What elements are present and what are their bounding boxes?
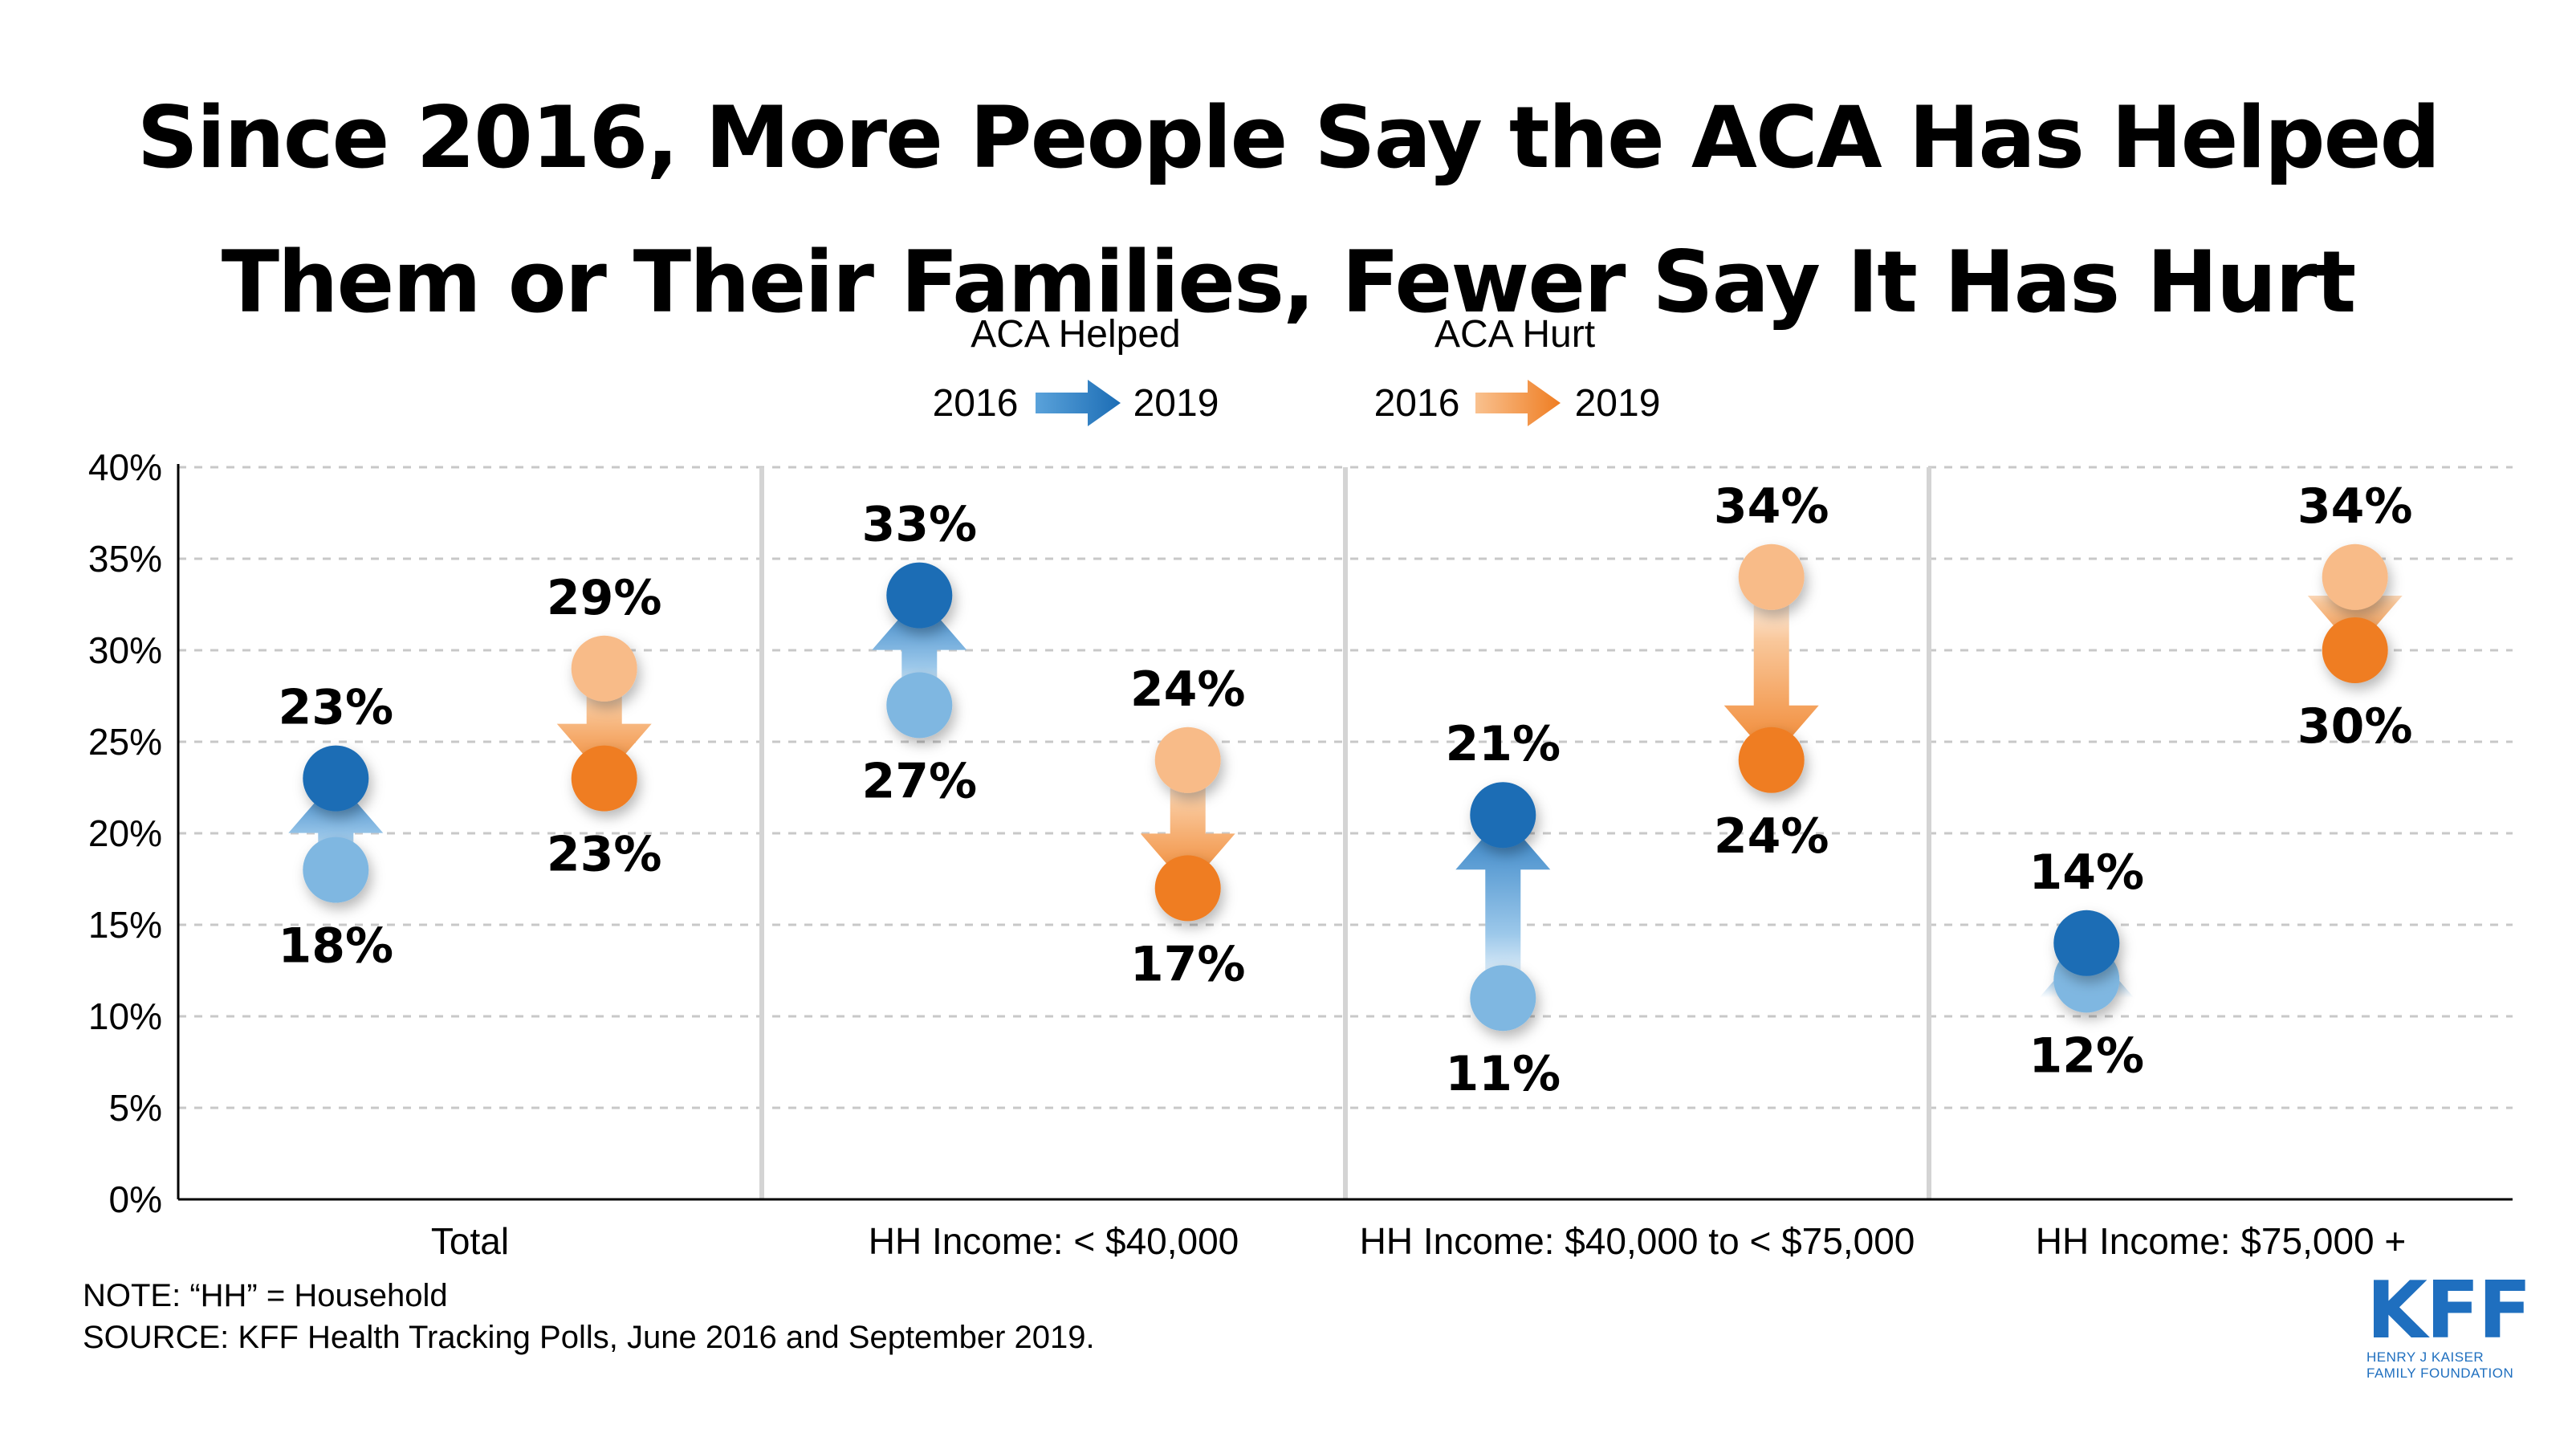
legend-hurt-from-year: 2016 [1374,382,1460,425]
point-2019 [1738,727,1805,793]
x-category-label: HH Income: $40,000 to < $75,000 [1360,1220,1915,1262]
point-2019 [2322,617,2388,683]
point-2019 [571,745,637,812]
change-arrow [288,778,384,870]
point-2019 [2053,910,2120,976]
value-label: 27% [861,753,977,809]
source-text: SOURCE: KFF Health Tracking Polls, June … [83,1320,1095,1355]
chart-title-line-1: Since 2016, More People Say the ACA Has … [136,88,2441,187]
value-label: 34% [1714,478,1829,535]
y-tick-label: 20% [88,812,162,854]
legend: ACA Helped 2016 2019 ACA Hurt 2016 2019 [933,313,1661,426]
series-1-category-0: 29% 23% [547,570,662,883]
legend-helped-to-year: 2019 [1133,382,1219,425]
axes [177,464,2513,1201]
value-label: 24% [1714,808,1829,865]
x-category-label: Total [431,1220,509,1262]
x-category-label: HH Income: $75,000 + [2036,1220,2407,1262]
y-axis-ticks: 0% 5% 10% 15% 20% 25% 30% 35% 40% [88,446,162,1220]
value-label: 12% [2029,1028,2144,1084]
value-label: 17% [1130,936,1246,992]
change-arrow [872,595,967,706]
y-tick-label: 0% [109,1178,162,1220]
note-text: NOTE: “HH” = Household [83,1278,448,1313]
point-2019 [303,745,369,812]
y-tick-label: 15% [88,904,162,946]
value-label: 23% [547,827,662,883]
series-1-category-3: 34% 30% [2297,478,2413,755]
series-1-category-1: 24% 17% [1130,661,1246,993]
point-2019 [1470,782,1536,849]
point-2019 [886,562,953,629]
legend-helped-label: ACA Helped [971,313,1181,356]
series-0-category-1: 33% 27% [861,497,977,810]
series-0-category-2: 21% 11% [1445,716,1561,1102]
change-arrow [556,668,652,779]
value-label: 24% [1130,661,1246,718]
category-labels: Total HH Income: < $40,000 HH Income: $40,… [431,1220,2406,1262]
series-0-category-3: 14% 12% [2029,845,2144,1085]
point-2016 [1470,965,1536,1032]
value-label: 29% [547,570,662,626]
value-label: 30% [2297,698,2413,755]
point-2016 [571,635,637,702]
data-marks: 23%18%29%23%33%27%24%17%21%11%34%24%14%1… [278,478,2412,1102]
value-label: 23% [278,680,393,736]
legend-hurt-label: ACA Hurt [1435,313,1595,356]
chart-title-line-2: Them or Their Families, Fewer Say It Has… [221,233,2357,332]
y-tick-label: 25% [88,721,162,763]
y-tick-label: 40% [88,446,162,488]
value-label: 14% [2029,845,2144,901]
point-2016 [886,672,953,739]
series-0-category-0: 23% 18% [278,680,393,975]
y-tick-label: 35% [88,538,162,580]
y-tick-label: 10% [88,995,162,1037]
panel-dividers [759,467,1931,1199]
change-arrow [2307,576,2403,650]
logo-wordmark: KFF [2366,1265,2532,1357]
value-label: 21% [1445,716,1561,772]
logo-line-1: HENRY J KAISER [2366,1349,2484,1365]
change-arrow [1723,576,1819,760]
change-arrow [1455,815,1551,999]
legend-hurt-to-year: 2019 [1575,382,1661,425]
value-label: 34% [2297,478,2413,535]
point-2016 [2322,543,2388,610]
value-label: 11% [1445,1046,1561,1102]
point-2016 [1738,543,1805,610]
point-2019 [1154,855,1221,922]
footnotes: NOTE: “HH” = Household SOURCE: KFF Healt… [83,1275,1095,1358]
x-category-label: HH Income: < $40,000 [869,1220,1239,1262]
legend-helped-arrow-icon [1036,380,1121,426]
logo-line-2: FAMILY FOUNDATION [2366,1366,2514,1381]
legend-helped-from-year: 2016 [933,382,1019,425]
chart-title: Since 2016, More People Say the ACA Has … [0,66,2576,355]
legend-hurt-arrow-icon [1475,380,1561,426]
kff-logo: KFF HENRY J KAISER FAMILY FOUNDATION [2366,1265,2532,1381]
point-2016 [303,836,369,903]
change-arrow [1140,759,1235,889]
gridlines [178,466,2513,1109]
value-label: 18% [278,918,393,975]
y-tick-label: 30% [88,629,162,671]
value-label: 33% [861,497,977,553]
series-1-category-2: 34% 24% [1714,478,1829,865]
y-tick-label: 5% [109,1087,162,1129]
point-2016 [1154,727,1221,793]
